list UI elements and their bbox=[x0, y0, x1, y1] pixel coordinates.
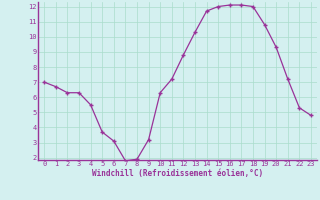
X-axis label: Windchill (Refroidissement éolien,°C): Windchill (Refroidissement éolien,°C) bbox=[92, 169, 263, 178]
